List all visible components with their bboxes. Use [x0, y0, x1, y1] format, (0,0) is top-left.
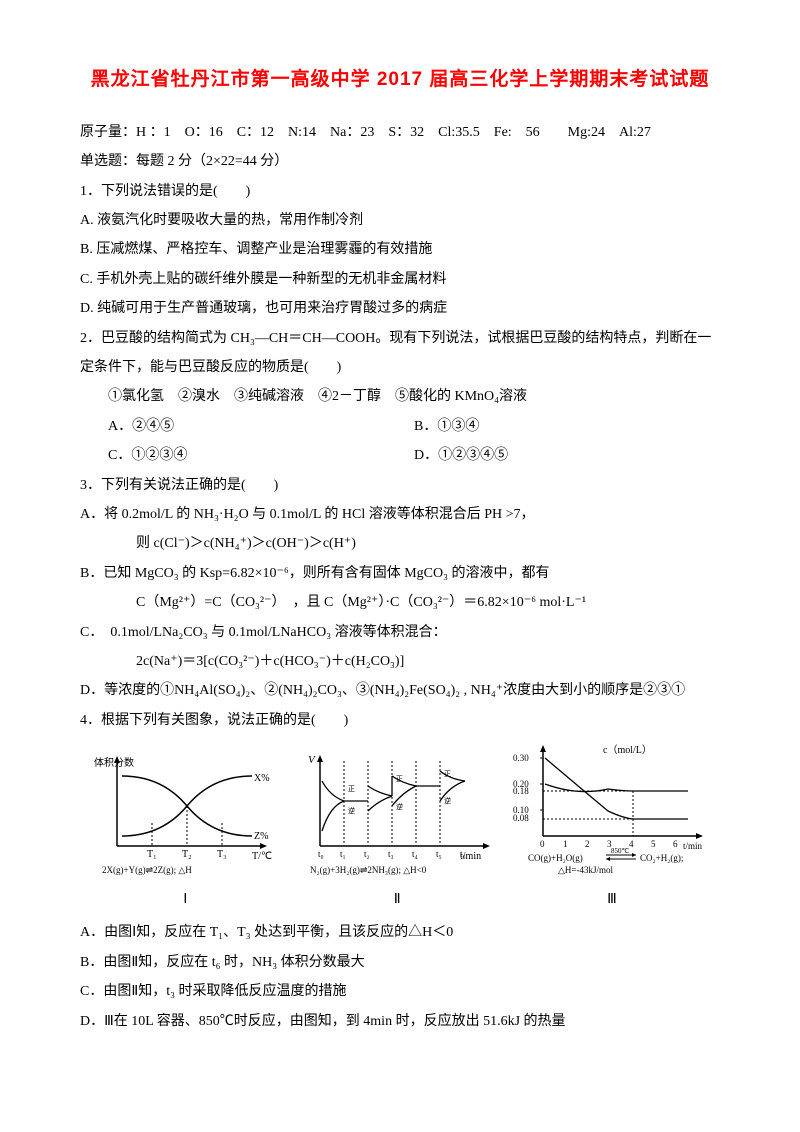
svg-text:0.18: 0.18: [513, 786, 529, 796]
q3-option-a-line2: 则 c(Cl⁻)＞c(NH₄⁺)＞c(OH⁻)＞c(H⁺): [80, 529, 720, 558]
svg-text:t₀: t₀: [318, 849, 324, 859]
caption-1: Ⅰ: [183, 885, 187, 914]
svg-text:t₄: t₄: [412, 849, 418, 859]
q3-option-b-line1: B．已知 MgCO₃ 的 Ksp=6.82×10⁻⁶，则所有含有固体 MgCO₃…: [80, 559, 720, 588]
atomic-masses: 原子量：H ：1 O：16 C：12 N:14 Na：23 S：32 Cl:35…: [80, 118, 720, 147]
q4-stem: 4．根据下列有关图象，说法正确的是( ): [80, 706, 720, 735]
q2-stem: 2．巴豆酸的结构简式为 CH₃—CH＝CH—COOH。现有下列说法，试根据巴豆酸…: [80, 324, 720, 383]
figure-captions: Ⅰ Ⅱ Ⅲ: [80, 885, 720, 914]
chart1-series-z: Z%: [254, 831, 268, 842]
chart-3: c（mol/L） 0.30 0.20 0.18 0.10 0.08 0 1 2 …: [507, 741, 720, 881]
section-header: 单选题：每题 2 分（2×22=44 分）: [80, 147, 720, 176]
svg-text:0.08: 0.08: [513, 813, 529, 823]
chart1-xlabel: T/℃: [252, 851, 272, 862]
svg-text:T₃: T₃: [217, 849, 227, 860]
svg-text:6: 6: [673, 839, 678, 849]
chart1-series-x: X%: [254, 773, 270, 784]
q3-option-c-line2: 2c(Na⁺)＝3[c(CO₃²⁻)＋c(HCO₃⁻)＋c(H₂CO₃)]: [80, 647, 720, 676]
svg-text:0: 0: [540, 839, 545, 849]
svg-text:正: 正: [348, 785, 355, 793]
q3-option-d: D．等浓度的①NH₄Al(SO₄)₂、②(NH₄)₂CO₃、③(NH₄)₂Fe(…: [80, 676, 720, 705]
svg-text:正: 正: [444, 770, 451, 778]
q2-options-line: ①氯化氢 ②溴水 ③纯碱溶液 ④2－丁醇 ⑤酸化的 KMnO₄溶液: [80, 382, 720, 411]
svg-text:t₁: t₁: [340, 849, 346, 859]
svg-text:逆: 逆: [444, 796, 451, 805]
svg-text:正: 正: [396, 775, 403, 783]
svg-text:1: 1: [563, 839, 568, 849]
caption-3: Ⅲ: [607, 885, 617, 914]
svg-text:4: 4: [629, 839, 634, 849]
q4-option-b: B．由图Ⅱ知，反应在 t₆ 时，NH₃ 体积分数最大: [80, 948, 720, 977]
svg-text:t₆: t₆: [460, 849, 466, 859]
svg-text:850℃: 850℃: [611, 847, 630, 855]
svg-text:t₂: t₂: [364, 849, 370, 859]
q3-option-c-line1: C． 0.1mol/LNa₂CO₃ 与 0.1mol/LNaHCO₃ 溶液等体积…: [80, 618, 720, 647]
svg-text:逆: 逆: [348, 806, 355, 815]
svg-text:2: 2: [585, 839, 590, 849]
q2-option-b: B．①③④: [414, 412, 720, 441]
q3-stem: 3．下列有关说法正确的是( ): [80, 471, 720, 500]
svg-text:△H=-43kJ/mol: △H=-43kJ/mol: [558, 865, 613, 875]
q4-option-a: A．由图Ⅰ知，反应在 T₁、T₃ 处达到平衡，且该反应的△H＜0: [80, 918, 720, 947]
page-title: 黑龙江省牡丹江市第一高级中学 2017 届高三化学上学期期末考试试题: [80, 60, 720, 100]
chart-1: 体积分数 T/℃ X% Z% T₁ T₂ T₃ 2X(g)+Y(g)⇌2Z(g)…: [80, 751, 293, 881]
svg-text:5: 5: [651, 839, 656, 849]
svg-text:t/min: t/min: [683, 841, 703, 851]
q2-option-d: D．①②③④⑤: [414, 441, 720, 470]
q1-option-c: C. 手机外壳上贴的碳纤维外膜是一种新型的无机非金属材料: [80, 265, 720, 294]
q1-option-a: A. 液氨汽化时要吸收大量的热，常用作制冷剂: [80, 206, 720, 235]
chart-2: V t/min 正 逆 正 逆 正 逆: [293, 751, 506, 881]
q2-option-c: C．①②③④: [108, 441, 414, 470]
svg-text:t₃: t₃: [388, 849, 394, 859]
svg-text:t₅: t₅: [436, 849, 442, 859]
q3-option-b-line2: C（Mg²⁺）=C（CO₃²⁻） ，且 C（Mg²⁺）·C（CO₃²⁻）＝6.8…: [80, 588, 720, 617]
svg-text:逆: 逆: [396, 802, 403, 811]
svg-text:CO(g)+H₂O(g): CO(g)+H₂O(g): [528, 853, 583, 863]
chart1-ylabel: 体积分数: [94, 756, 134, 769]
svg-text:CO₂+H₂(g);: CO₂+H₂(g);: [640, 853, 683, 863]
q4-option-c: C．由图Ⅱ知，t₃ 时采取降低反应温度的措施: [80, 977, 720, 1006]
chart1-equation: 2X(g)+Y(g)⇌2Z(g); △H: [102, 865, 192, 875]
q1-option-b: B. 压减燃煤、严格控车、调整产业是治理雾霾的有效措施: [80, 235, 720, 264]
chart2-equation: N₂(g)+3H₂(g)⇌2NH₃(g); △H<0: [310, 865, 427, 875]
caption-2: Ⅱ: [394, 885, 401, 914]
q1-option-d: D. 纯碱可用于生产普通玻璃，也可用来治疗胃酸过多的病症: [80, 294, 720, 323]
q4-option-d: D．Ⅲ在 10L 容器、850℃时反应，由图知，到 4min 时，反应放出 51…: [80, 1007, 720, 1036]
svg-text:0.30: 0.30: [513, 753, 529, 763]
q3-option-a-line1: A．将 0.2mol/L 的 NH₃·H₂O 与 0.1mol/L 的 HCl …: [80, 500, 720, 529]
svg-text:T₁: T₁: [147, 849, 157, 860]
figure-row: 体积分数 T/℃ X% Z% T₁ T₂ T₃ 2X(g)+Y(g)⇌2Z(g)…: [80, 741, 720, 881]
svg-text:c（mol/L）: c（mol/L）: [603, 744, 652, 756]
q1-stem: 1．下列说法错误的是( ): [80, 177, 720, 206]
q2-option-a: A．②④⑤: [108, 412, 414, 441]
svg-text:T₂: T₂: [182, 849, 192, 860]
